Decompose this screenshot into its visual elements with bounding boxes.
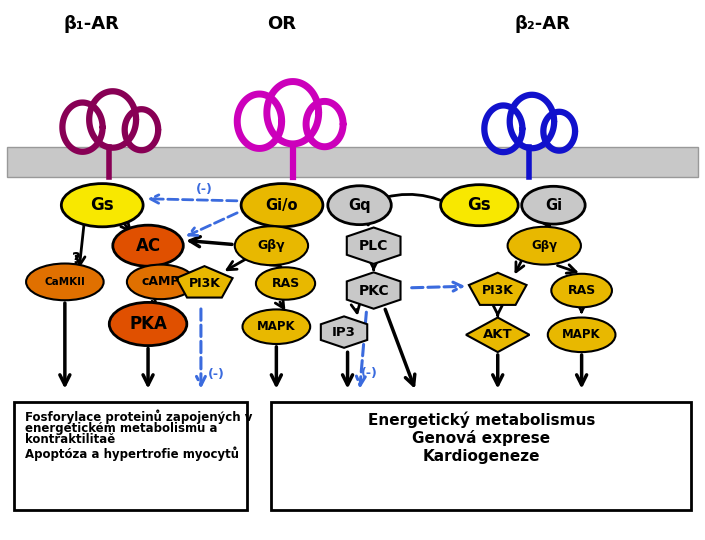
Ellipse shape <box>551 274 612 307</box>
Text: kontraktilitaě: kontraktilitaě <box>25 433 116 446</box>
Text: Energetický metabolismus: Energetický metabolismus <box>368 412 595 428</box>
Ellipse shape <box>328 186 391 225</box>
Polygon shape <box>347 272 400 309</box>
Ellipse shape <box>256 267 315 300</box>
Text: Fosforylace proteinů zapojených v: Fosforylace proteinů zapojených v <box>25 410 253 424</box>
Ellipse shape <box>548 318 615 352</box>
FancyBboxPatch shape <box>271 402 691 510</box>
Text: β₁-AR: β₁-AR <box>63 15 120 33</box>
Text: PLC: PLC <box>359 239 388 253</box>
Text: energetickém metabolismu a: energetickém metabolismu a <box>25 422 218 435</box>
Text: PKA: PKA <box>129 315 167 333</box>
Text: (-): (-) <box>361 367 378 380</box>
Text: (-): (-) <box>208 368 225 381</box>
Ellipse shape <box>61 184 143 227</box>
Polygon shape <box>347 227 400 264</box>
Ellipse shape <box>127 265 195 299</box>
Text: PI3K: PI3K <box>188 277 221 290</box>
Ellipse shape <box>441 185 518 226</box>
Text: Genová exprese: Genová exprese <box>412 430 551 447</box>
Polygon shape <box>176 266 233 298</box>
Text: AKT: AKT <box>483 328 513 341</box>
Text: (-): (-) <box>196 183 213 196</box>
Ellipse shape <box>243 309 310 344</box>
Text: CaMKII: CaMKII <box>44 277 85 287</box>
Ellipse shape <box>241 184 323 227</box>
Text: Kardiogeneze: Kardiogeneze <box>423 449 540 464</box>
Text: PI3K: PI3K <box>482 284 514 297</box>
Polygon shape <box>466 318 529 352</box>
Text: Gi: Gi <box>545 198 562 213</box>
Polygon shape <box>321 316 367 348</box>
Text: RAS: RAS <box>568 284 596 297</box>
FancyBboxPatch shape <box>7 147 698 177</box>
Text: OR: OR <box>267 15 297 33</box>
Text: Gβγ: Gβγ <box>532 239 557 252</box>
Text: MAPK: MAPK <box>563 328 601 341</box>
Text: Gs: Gs <box>467 196 491 214</box>
Text: Gs: Gs <box>90 196 114 214</box>
FancyBboxPatch shape <box>14 402 247 510</box>
Text: ?: ? <box>72 252 80 267</box>
Text: Gi/o: Gi/o <box>266 198 298 213</box>
Text: β₂-AR: β₂-AR <box>515 15 571 33</box>
Ellipse shape <box>26 264 104 300</box>
Ellipse shape <box>508 227 581 265</box>
Ellipse shape <box>522 186 585 224</box>
Text: PKC: PKC <box>358 284 389 298</box>
Polygon shape <box>469 273 527 305</box>
Ellipse shape <box>235 226 308 265</box>
Text: Gq: Gq <box>348 198 371 213</box>
Text: Gβγ: Gβγ <box>257 239 286 252</box>
Text: IP3: IP3 <box>332 326 356 339</box>
Text: cAMP: cAMP <box>142 275 180 288</box>
Ellipse shape <box>109 302 187 346</box>
Text: Apoptóza a hypertrofie myocytů: Apoptóza a hypertrofie myocytů <box>25 447 240 461</box>
Text: AC: AC <box>135 237 161 255</box>
Ellipse shape <box>113 225 183 266</box>
Text: RAS: RAS <box>271 277 300 290</box>
Text: MAPK: MAPK <box>257 320 295 333</box>
